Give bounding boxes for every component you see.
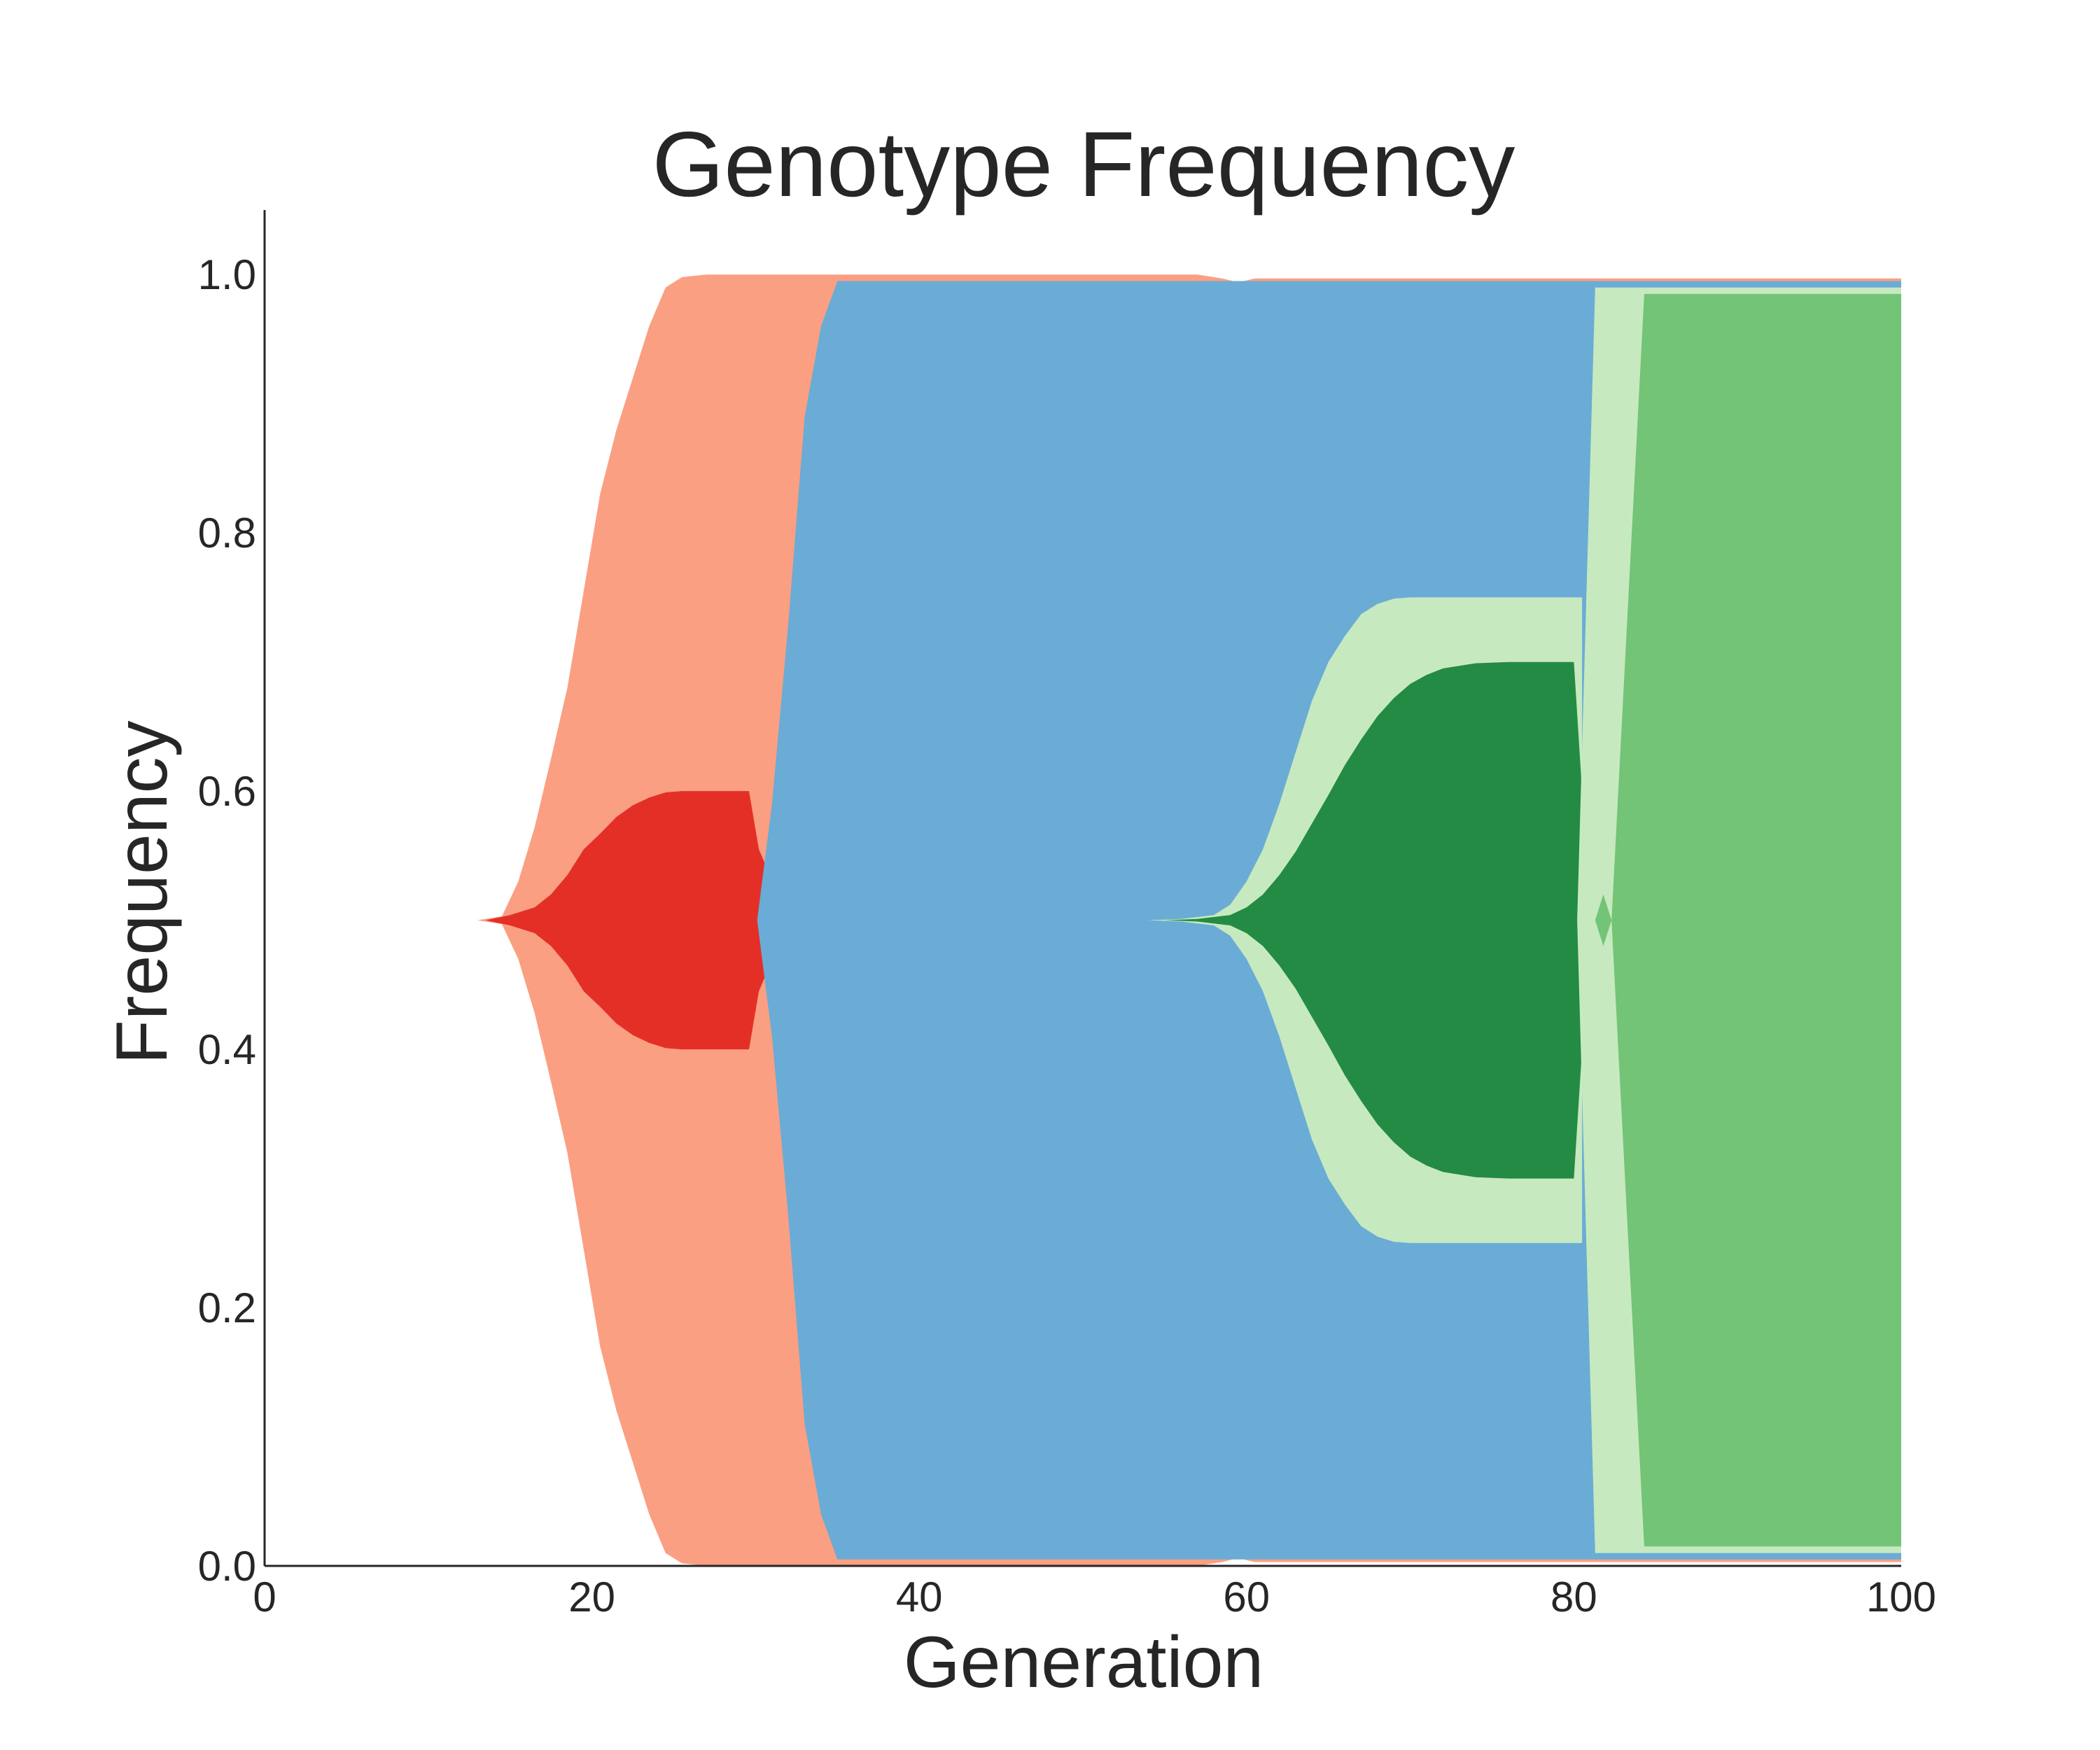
genotype-area-2 bbox=[485, 791, 767, 1050]
y-tick-label: 0.6 bbox=[198, 768, 256, 815]
axes bbox=[263, 210, 1901, 1567]
plot-area bbox=[477, 274, 1901, 1567]
chart-title: Genotype Frequency bbox=[652, 113, 1516, 216]
y-tick-label: 0.0 bbox=[198, 1543, 256, 1590]
genotype-area-7 bbox=[1595, 293, 1901, 1547]
y-tick-label: 0.2 bbox=[198, 1284, 256, 1331]
y-axis-label: Frequency bbox=[102, 720, 183, 1064]
genotype-area-5 bbox=[1164, 662, 1590, 1179]
x-axis-label: Generation bbox=[904, 1622, 1264, 1703]
y-tick-label: 1.0 bbox=[198, 251, 256, 298]
x-tick-label: 0 bbox=[253, 1574, 276, 1620]
x-tick-label: 80 bbox=[1550, 1574, 1597, 1620]
x-tick-label: 40 bbox=[896, 1574, 943, 1620]
y-tick-label: 0.4 bbox=[198, 1026, 256, 1073]
x-tick-label: 100 bbox=[1866, 1574, 1936, 1620]
x-tick-labels: 0 20 40 60 80 100 bbox=[253, 1574, 1936, 1620]
y-tick-label: 0.8 bbox=[198, 510, 256, 556]
x-tick-label: 20 bbox=[568, 1574, 615, 1620]
y-tick-labels: 0.0 0.2 0.4 0.6 0.8 1.0 bbox=[198, 251, 256, 1590]
x-tick-label: 60 bbox=[1223, 1574, 1270, 1620]
